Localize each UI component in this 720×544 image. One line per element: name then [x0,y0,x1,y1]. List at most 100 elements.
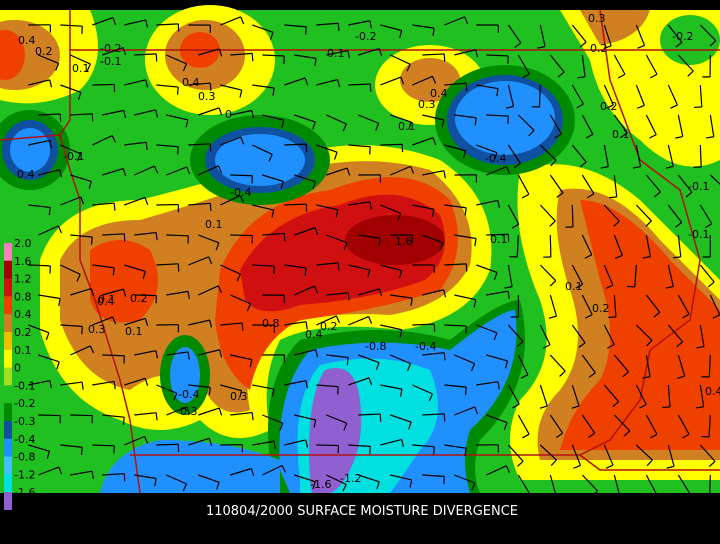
legend-swatch [4,350,12,368]
contour-label: 0.8 [262,317,280,330]
legend-swatch [4,243,12,261]
wind-barb [338,23,339,31]
wind-barb [434,447,435,455]
contour-label: 0.3 [230,390,248,403]
contour-label: -0.1 [688,228,709,241]
contour-label: -0.2 [355,30,376,43]
wind-barb [123,417,124,425]
legend-label: -0.4 [14,433,35,446]
legend-label: -0.8 [14,451,35,464]
contour-label: -0.2 [100,42,121,55]
contour-label: 0.1 [327,47,345,60]
legend-label: -1.6 [14,486,35,499]
legend-label: -0.1 [14,379,35,392]
contour-label: -1.2 [340,472,361,485]
wind-barb [627,286,635,287]
contour-label: -0.1 [688,180,709,193]
wind-barb [550,235,551,257]
contour-label: 0.3 [588,12,606,25]
legend-label: 0 [14,362,21,375]
contour-label: -1.6 [310,478,331,491]
legend-swatch [4,403,12,421]
wind-barb [572,205,573,227]
contour-label: 0.2 [590,42,608,55]
wind-barb [230,235,252,236]
wind-barb [284,233,285,241]
wind-barb [70,415,92,416]
wind-barb [230,175,252,176]
legend-label: 0.8 [14,290,32,303]
wind-barb [465,387,466,395]
contour-label: 0.3 [88,323,106,336]
wind-barb [673,257,681,258]
wind-barb [92,237,93,245]
wind-barb [252,413,253,421]
wind-barb [700,145,701,167]
wind-barb [466,83,467,91]
wind-barb [338,263,339,271]
contour-label: 0.3 [198,90,216,103]
legend-label: 0.1 [14,344,32,357]
contour-fill [10,128,50,172]
wind-barb [178,147,179,155]
contour-label: 0.1 [398,120,416,133]
legend-swatch [4,385,12,403]
contour-label: -0.8 [365,340,386,353]
wind-barb [252,53,253,61]
wind-barb [608,317,616,318]
contour-label: 0.4 [18,34,36,47]
contour-label: 0.3 [418,98,436,111]
legend-label: 1.6 [14,255,32,268]
contour-label: 0.1 [612,128,630,141]
wind-barb [166,235,188,236]
contour-label: -0.1 [100,55,121,68]
wind-barb [306,27,307,35]
contour-label: 0.4 [97,295,115,308]
contour-label: 0.1 [72,62,90,75]
wind-barb [92,84,114,85]
contour-label: 0.1 [125,325,143,338]
wind-barb [114,203,115,211]
contour-label: 0.2 [592,302,610,315]
legend-label: 0.4 [14,308,32,321]
legend-label: -0.3 [14,415,35,428]
legend-swatch [4,439,12,457]
contour-label: -0.4 [178,388,199,401]
legend-swatch [4,421,12,439]
contour-label: 0.2 [35,45,53,58]
wind-barb [156,233,157,241]
wind-barb [178,87,179,95]
wind-barb [338,387,339,395]
wind-barb [156,444,178,445]
legend-label: -0.2 [14,397,35,410]
legend-label: 0.2 [14,326,32,339]
wind-barb [444,353,445,361]
legend-label: 2.0 [14,237,32,250]
wind-barb [348,293,349,301]
contour-label: 0.1 [565,280,583,293]
wind-barb [539,85,540,107]
wind-barb [710,475,711,497]
legend-swatch [4,279,12,297]
contour-label: 0.2 [320,320,338,333]
contour-label: 0.1 [205,218,223,231]
wind-barb [370,147,371,155]
contour-label: 0.4 [17,168,35,181]
contour-label: -0.4 [230,186,251,199]
contour-label: -0.4 [415,340,436,353]
contour-fill [90,240,158,323]
contour-label: 0.4 [182,76,200,89]
legend-swatch [4,261,12,279]
contour-label: -0.2 [672,30,693,43]
legend-swatch [4,368,12,386]
wind-barb [156,413,157,421]
wind-barb [49,207,50,215]
wind-barb [92,445,114,446]
field [0,5,720,493]
contour-label: 0.1 [490,233,508,246]
wind-barb [81,447,82,455]
legend-swatch [4,332,12,350]
contour-label: 1.6 [395,235,413,248]
